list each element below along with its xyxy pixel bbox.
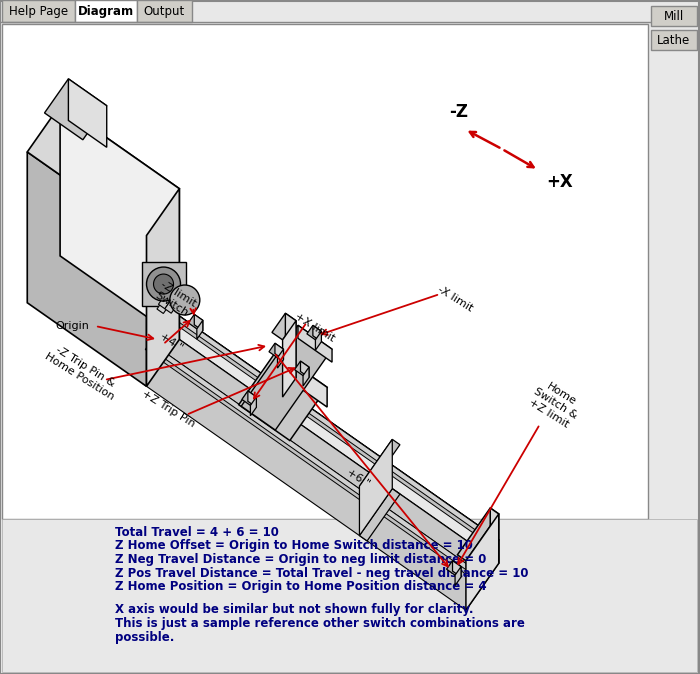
Text: Z Pos Travel Distance = Total Travel - neg travel distance = 10: Z Pos Travel Distance = Total Travel - n… bbox=[115, 567, 528, 580]
Polygon shape bbox=[251, 397, 256, 416]
Polygon shape bbox=[195, 314, 203, 331]
Text: Diagram: Diagram bbox=[78, 5, 134, 18]
Bar bbox=[2, 24, 648, 519]
Polygon shape bbox=[272, 313, 296, 340]
Polygon shape bbox=[146, 189, 179, 386]
Ellipse shape bbox=[146, 267, 181, 301]
Polygon shape bbox=[283, 321, 296, 397]
Polygon shape bbox=[172, 311, 496, 544]
Polygon shape bbox=[295, 361, 309, 375]
Text: -X limit: -X limit bbox=[435, 284, 475, 313]
Text: Z Home Offset = Origin to Home Switch distance = 10: Z Home Offset = Origin to Home Switch di… bbox=[115, 539, 473, 553]
Text: +Z Trip Pin: +Z Trip Pin bbox=[139, 389, 197, 429]
Polygon shape bbox=[275, 343, 284, 360]
Text: Mill: Mill bbox=[664, 9, 684, 22]
Polygon shape bbox=[303, 367, 309, 386]
Polygon shape bbox=[69, 79, 106, 148]
Bar bbox=[141, 262, 186, 306]
Bar bbox=[137, 0, 192, 22]
Text: Help Page: Help Page bbox=[9, 5, 68, 18]
Polygon shape bbox=[452, 561, 461, 577]
Polygon shape bbox=[455, 567, 461, 586]
Polygon shape bbox=[277, 349, 284, 368]
Bar bbox=[651, 6, 697, 26]
Bar bbox=[75, 0, 137, 22]
Ellipse shape bbox=[170, 285, 199, 315]
Polygon shape bbox=[276, 351, 327, 407]
Polygon shape bbox=[490, 508, 499, 563]
Polygon shape bbox=[167, 311, 496, 545]
Polygon shape bbox=[313, 326, 321, 342]
Polygon shape bbox=[457, 508, 499, 561]
Text: Home
Switch &
+Z limit: Home Switch & +Z limit bbox=[525, 377, 584, 431]
Bar bbox=[651, 30, 697, 50]
Text: Total Travel = 4 + 6 = 10: Total Travel = 4 + 6 = 10 bbox=[115, 526, 279, 539]
Text: -Z limit
Switch: -Z limit Switch bbox=[153, 279, 197, 319]
Text: Output: Output bbox=[144, 5, 185, 18]
Polygon shape bbox=[175, 313, 499, 563]
Polygon shape bbox=[242, 391, 256, 405]
Polygon shape bbox=[359, 439, 400, 491]
Polygon shape bbox=[269, 343, 284, 358]
Text: Origin: Origin bbox=[55, 321, 89, 331]
Polygon shape bbox=[359, 439, 392, 536]
Polygon shape bbox=[447, 561, 461, 575]
Text: +6 ": +6 " bbox=[344, 467, 371, 489]
Text: Z Neg Travel Distance = Origin to neg limit distance = 0: Z Neg Travel Distance = Origin to neg li… bbox=[115, 553, 486, 566]
Polygon shape bbox=[359, 489, 400, 541]
Polygon shape bbox=[248, 391, 256, 407]
Polygon shape bbox=[157, 290, 177, 313]
Polygon shape bbox=[466, 514, 499, 610]
Text: possible.: possible. bbox=[115, 630, 174, 644]
Text: Z Home Position = Origin to Home Position distance = 4: Z Home Position = Origin to Home Positio… bbox=[115, 580, 486, 593]
Polygon shape bbox=[45, 79, 106, 140]
Polygon shape bbox=[307, 326, 321, 340]
Polygon shape bbox=[150, 342, 474, 576]
Text: +X: +X bbox=[547, 173, 573, 191]
Polygon shape bbox=[197, 320, 203, 339]
Polygon shape bbox=[316, 332, 321, 350]
Polygon shape bbox=[142, 336, 499, 610]
Polygon shape bbox=[142, 313, 499, 587]
Text: +4 ": +4 " bbox=[158, 331, 185, 353]
Text: X axis would be similar but not shown fully for clarity.: X axis would be similar but not shown fu… bbox=[115, 603, 473, 617]
Polygon shape bbox=[27, 152, 146, 386]
Polygon shape bbox=[239, 351, 327, 441]
Polygon shape bbox=[188, 314, 203, 329]
Polygon shape bbox=[241, 326, 332, 430]
Bar bbox=[2, 519, 697, 672]
Polygon shape bbox=[300, 361, 309, 377]
Polygon shape bbox=[145, 342, 474, 576]
Text: This is just a sample reference other switch combinations are: This is just a sample reference other sw… bbox=[115, 617, 525, 630]
Bar bbox=[2, 0, 75, 22]
Text: +X limit: +X limit bbox=[293, 311, 337, 343]
Polygon shape bbox=[286, 313, 296, 378]
Polygon shape bbox=[298, 326, 332, 362]
Polygon shape bbox=[60, 105, 179, 340]
Text: -Z Trip Pin &
Home Position: -Z Trip Pin & Home Position bbox=[43, 342, 122, 402]
Polygon shape bbox=[158, 289, 175, 309]
Polygon shape bbox=[27, 105, 179, 235]
Text: Lathe: Lathe bbox=[657, 34, 691, 47]
Polygon shape bbox=[164, 294, 182, 313]
Text: -Z: -Z bbox=[449, 103, 468, 121]
Ellipse shape bbox=[153, 274, 174, 294]
